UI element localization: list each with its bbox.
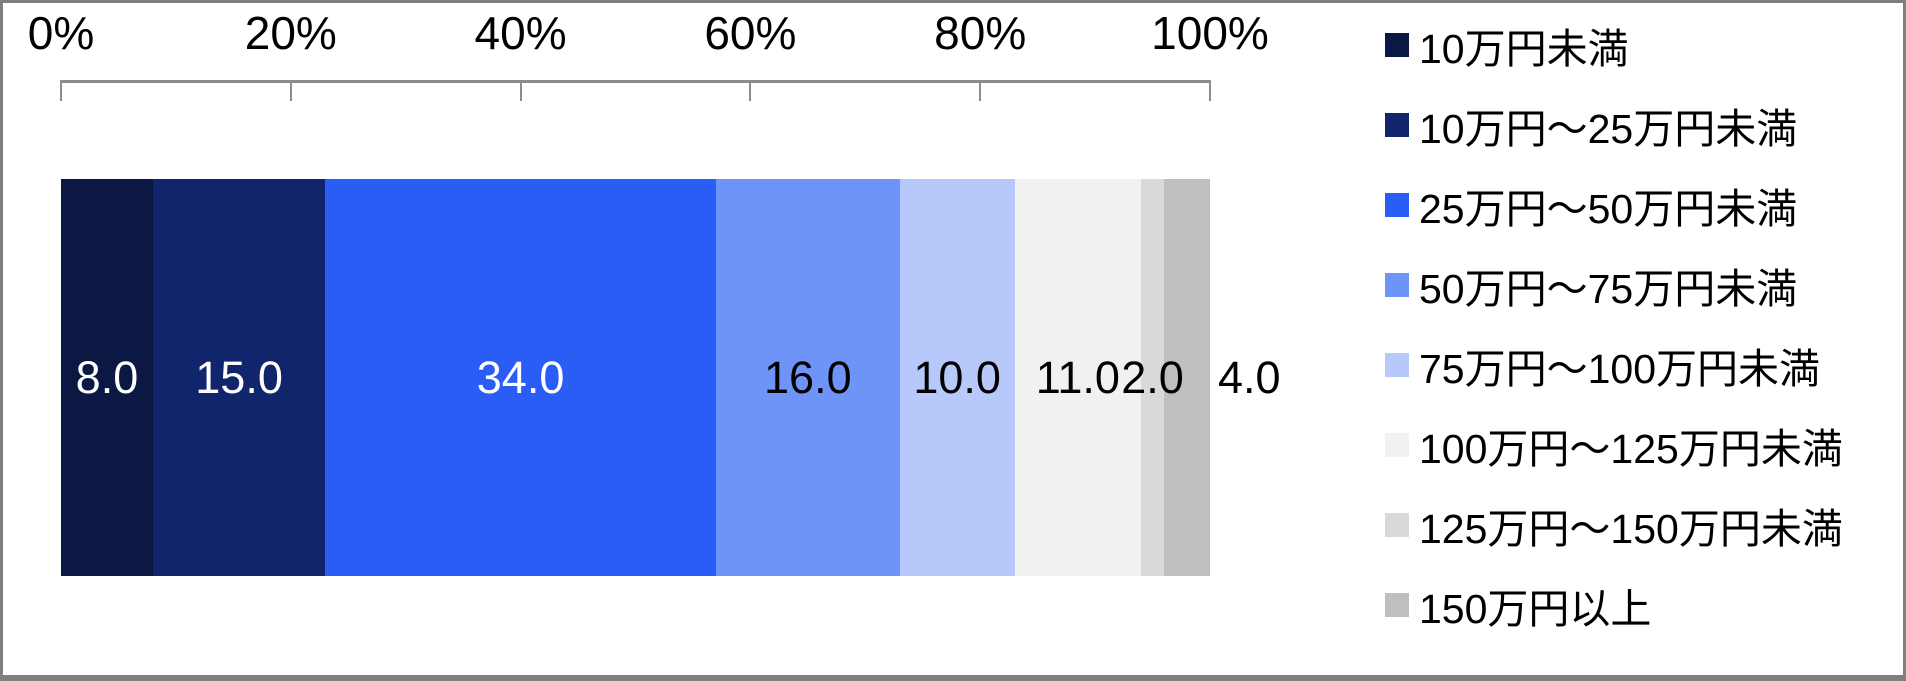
bar-segment-1: 8.0 bbox=[61, 179, 153, 576]
bar-value-label: 8.0 bbox=[75, 351, 139, 403]
x-axis-tick-label: 0% bbox=[27, 7, 95, 59]
x-axis-tick-mark bbox=[979, 80, 982, 101]
legend-swatch-icon bbox=[1385, 33, 1409, 57]
bar-value-label: 11.0 bbox=[1035, 351, 1120, 403]
bar-value-label: 15.0 bbox=[195, 351, 283, 403]
x-axis-tick-mark bbox=[289, 80, 292, 101]
legend-label: 50万円～75万円未満 bbox=[1419, 266, 1798, 312]
legend-item-8: 150万円以上 bbox=[1385, 565, 1843, 645]
legend-swatch-icon bbox=[1385, 433, 1409, 457]
bar-segment-3: 34.0 bbox=[325, 179, 716, 576]
legend-item-5: 75万円～100万円未満 bbox=[1385, 325, 1843, 405]
legend-label: 25万円～50万円未満 bbox=[1419, 186, 1798, 232]
x-axis-tick-label: 80% bbox=[934, 7, 1027, 59]
legend: 10万円未満 10万円～25万円未満 25万円～50万円未満 50万円～75万円未満 7… bbox=[1385, 5, 1843, 645]
bar-segment-4: 16.0 bbox=[715, 179, 900, 576]
x-axis-tick-mark bbox=[519, 80, 522, 101]
legend-label: 10万円～25万円未満 bbox=[1419, 106, 1798, 152]
legend-label: 125万円～150万円未満 bbox=[1419, 506, 1843, 552]
legend-label: 150万円以上 bbox=[1419, 586, 1652, 632]
legend-swatch-icon bbox=[1385, 513, 1409, 537]
x-axis-tick-label: 100% bbox=[1151, 7, 1269, 59]
x-axis-tick-mark bbox=[60, 80, 62, 101]
bar-value-label: 10.0 bbox=[913, 351, 1001, 403]
x-axis-tick-mark bbox=[1209, 80, 1211, 101]
legend-item-7: 125万円～150万円未満 bbox=[1385, 485, 1843, 565]
bar-segment-5: 10.0 bbox=[899, 179, 1015, 576]
stacked-bar: 8.0 15.0 34.0 16.0 10.0 11.0 2.0 4.0 bbox=[61, 179, 1281, 576]
bar-value-label-outside: 4.0 bbox=[1218, 351, 1281, 403]
bar-segment-2: 15.0 bbox=[152, 179, 326, 576]
bar-segment-7: 2.0 bbox=[1121, 179, 1184, 576]
x-axis-tick-label: 20% bbox=[244, 7, 337, 59]
legend-item-4: 50万円～75万円未満 bbox=[1385, 245, 1843, 325]
legend-swatch-icon bbox=[1385, 113, 1409, 137]
legend-swatch-icon bbox=[1385, 353, 1409, 377]
bar-segment-8 bbox=[1163, 179, 1210, 576]
legend-swatch-icon bbox=[1385, 593, 1409, 617]
legend-label: 75万円～100万円未満 bbox=[1419, 346, 1821, 392]
legend-swatch-icon bbox=[1385, 193, 1409, 217]
bar-value-label: 34.0 bbox=[476, 351, 565, 403]
legend-label: 10万円未満 bbox=[1419, 26, 1629, 72]
legend-item-3: 25万円～50万円未満 bbox=[1385, 165, 1843, 245]
bar-value-label: 2.0 bbox=[1121, 351, 1184, 403]
legend-item-6: 100万円～125万円未満 bbox=[1385, 405, 1843, 485]
x-axis-tick-label: 60% bbox=[704, 7, 797, 59]
x-axis-line bbox=[61, 80, 1210, 83]
x-axis-tick-mark bbox=[749, 80, 752, 101]
bar-value-label: 16.0 bbox=[764, 351, 852, 403]
legend-swatch-icon bbox=[1385, 273, 1409, 297]
x-axis-tick-label: 40% bbox=[474, 7, 567, 59]
bar-segment-6: 11.0 bbox=[1014, 179, 1141, 576]
legend-label: 100万円～125万円未満 bbox=[1419, 426, 1843, 472]
legend-item-1: 10万円未満 bbox=[1385, 5, 1843, 85]
legend-item-2: 10万円～25万円未満 bbox=[1385, 85, 1843, 165]
